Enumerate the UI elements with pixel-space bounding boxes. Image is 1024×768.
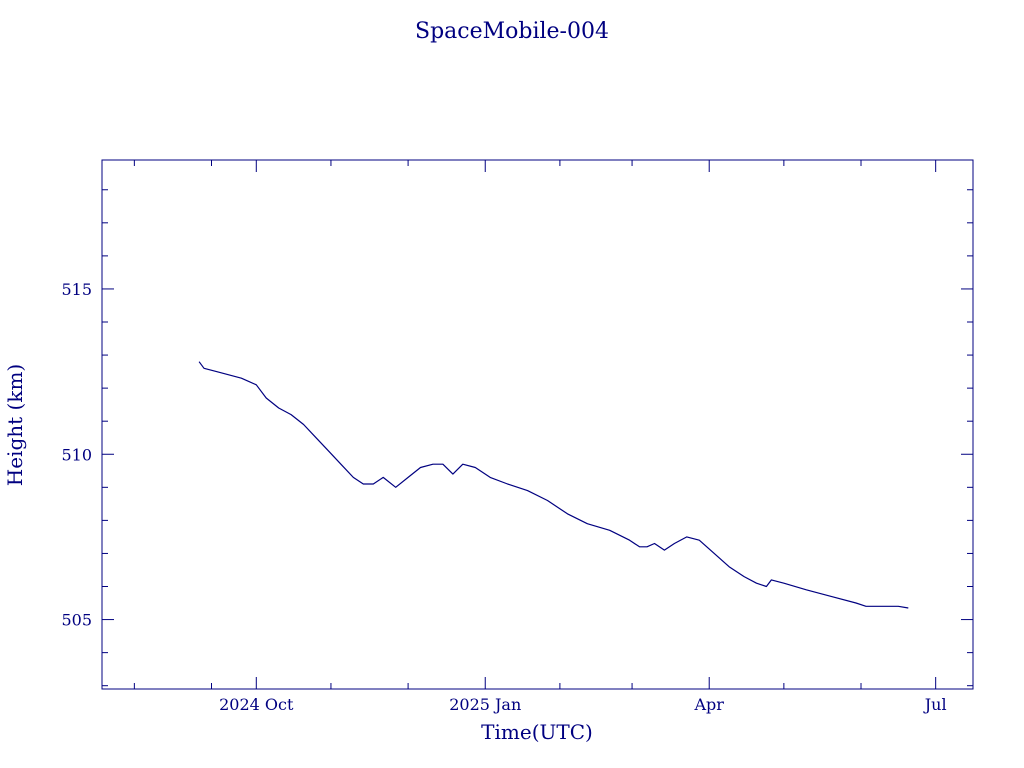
plot-frame xyxy=(101,159,974,690)
x-tick-label: Jul xyxy=(923,695,947,714)
x-axis-tick-labels: 2024 Oct 2025 Jan Apr Jul xyxy=(219,695,946,714)
y-tick-label: 510 xyxy=(61,445,92,464)
chart-title: SpaceMobile-004 xyxy=(415,19,609,44)
x-tick-label: 2024 Oct xyxy=(219,695,294,714)
x-axis-ticks xyxy=(133,160,937,689)
y-tick-label: 515 xyxy=(61,280,92,299)
y-axis-tick-labels: 505 510 515 xyxy=(61,280,92,630)
y-tick-label: 505 xyxy=(61,611,92,630)
height-series-line xyxy=(198,361,909,609)
x-axis-label: Time(UTC) xyxy=(481,720,593,744)
y-axis-ticks xyxy=(102,189,973,687)
x-tick-label: Apr xyxy=(693,695,724,714)
y-axis-label: Height (km) xyxy=(3,364,27,486)
x-tick-label: 2025 Jan xyxy=(449,695,521,714)
